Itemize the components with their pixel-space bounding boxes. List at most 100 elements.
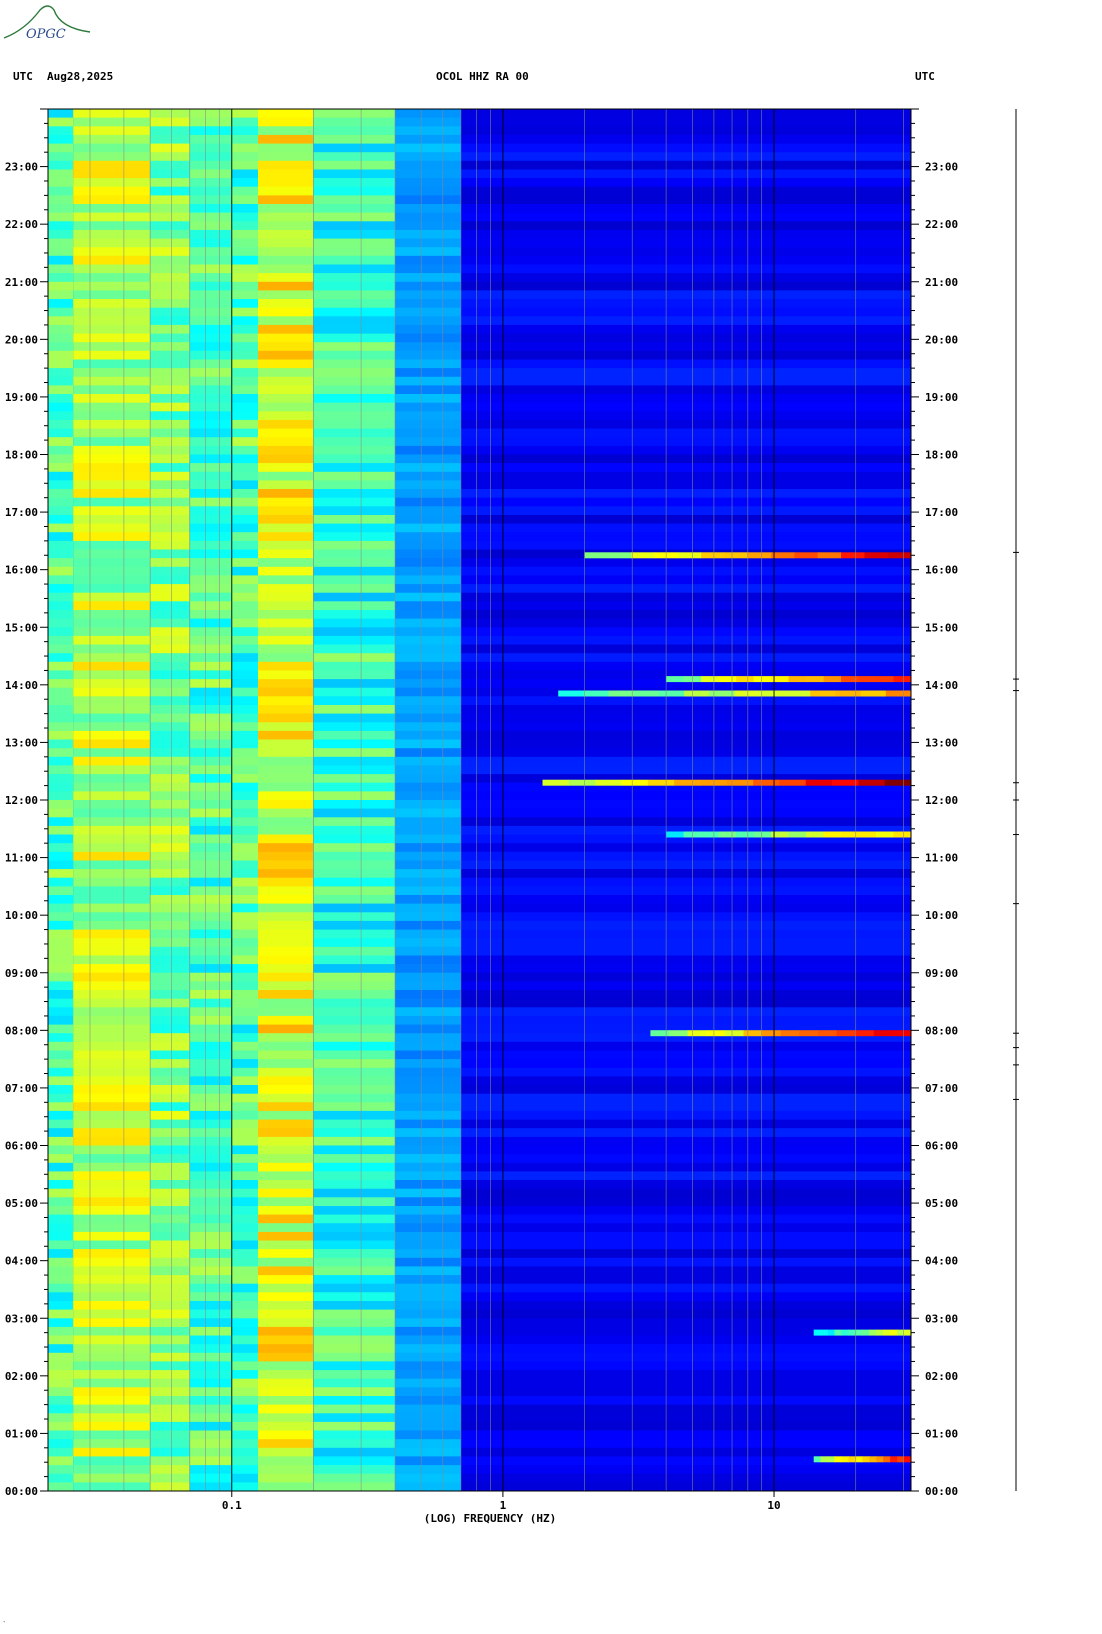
band-cell <box>460 601 911 611</box>
band-cell <box>231 1249 259 1259</box>
band-cell <box>460 618 911 628</box>
band-cell <box>189 877 232 887</box>
band-cell <box>150 972 190 982</box>
band-cell <box>150 860 190 870</box>
band-cell <box>460 765 911 775</box>
band-cell <box>460 247 911 257</box>
band-cell <box>189 1249 232 1259</box>
band-cell <box>460 1473 911 1483</box>
band-cell <box>48 229 74 239</box>
band-cell <box>313 1206 395 1216</box>
band-cell <box>395 765 461 775</box>
band-cell <box>460 1214 911 1224</box>
band-cell <box>258 610 314 620</box>
band-cell <box>395 808 461 818</box>
band-cell <box>231 627 259 637</box>
band-cell <box>460 1128 911 1138</box>
band-cell <box>460 1421 911 1431</box>
band-cell <box>189 454 232 464</box>
band-cell <box>313 1378 395 1388</box>
band-cell <box>231 877 259 887</box>
band-cell <box>73 281 151 291</box>
band-cell <box>313 445 395 455</box>
band-cell <box>189 342 232 352</box>
band-cell <box>460 1301 911 1311</box>
band-cell <box>73 1110 151 1120</box>
band-cell <box>48 1223 74 1233</box>
band-cell <box>258 1378 314 1388</box>
band-cell <box>73 204 151 214</box>
band-cell <box>73 782 151 792</box>
band-cell <box>460 705 911 715</box>
band-cell <box>48 670 74 680</box>
right-time-label: 00:00 <box>925 1485 958 1498</box>
band-cell <box>189 825 232 835</box>
band-cell <box>258 394 314 404</box>
band-cell <box>48 584 74 594</box>
band-cell <box>395 661 461 671</box>
band-cell <box>231 1128 259 1138</box>
band-cell <box>258 886 314 896</box>
band-cell <box>231 670 259 680</box>
band-cell <box>258 679 314 689</box>
band-cell <box>313 126 395 136</box>
band-cell <box>313 1396 395 1406</box>
band-cell <box>231 1482 259 1492</box>
band-cell <box>231 800 259 810</box>
band-cell <box>231 169 259 179</box>
event-mark <box>771 676 790 683</box>
band-cell <box>313 981 395 991</box>
band-cell <box>313 117 395 127</box>
band-cell <box>231 1050 259 1060</box>
band-cell <box>231 290 259 300</box>
band-cell <box>395 523 461 533</box>
band-cell <box>73 1378 151 1388</box>
band-cell <box>73 722 151 732</box>
band-cell <box>150 705 190 715</box>
band-cell <box>395 756 461 766</box>
band-cell <box>48 1059 74 1069</box>
band-cell <box>48 523 74 533</box>
spectrogram-plot-area <box>48 109 912 1492</box>
band-cell <box>460 212 911 222</box>
band-cell <box>48 134 74 144</box>
band-cell <box>395 238 461 248</box>
band-cell <box>460 1067 911 1077</box>
band-cell <box>231 229 259 239</box>
band-cell <box>231 204 259 214</box>
event-mark <box>706 1030 726 1037</box>
band-cell <box>460 1413 911 1423</box>
band-cell <box>258 445 314 455</box>
right-time-label: 19:00 <box>925 391 958 404</box>
band-cell <box>313 359 395 369</box>
right-time-label: 04:00 <box>925 1255 958 1268</box>
band-cell <box>73 739 151 749</box>
band-cell <box>313 990 395 1000</box>
band-cell <box>150 359 190 369</box>
band-cell <box>150 765 190 775</box>
band-cell <box>258 782 314 792</box>
band-cell <box>258 1231 314 1241</box>
band-cell <box>313 143 395 153</box>
band-cell <box>189 1283 232 1293</box>
event-mark <box>860 690 887 697</box>
band-cell <box>313 411 395 421</box>
band-cell <box>231 584 259 594</box>
band-cell <box>231 1318 259 1328</box>
band-cell <box>48 126 74 136</box>
band-cell <box>73 851 151 861</box>
band-cell <box>231 895 259 905</box>
band-cell <box>189 748 232 758</box>
band-cell <box>48 540 74 550</box>
event-mark <box>813 1329 822 1336</box>
band-cell <box>395 1197 461 1207</box>
band-cell <box>231 1076 259 1086</box>
band-cell <box>150 1059 190 1069</box>
band-cell <box>231 1439 259 1449</box>
band-cell <box>313 566 395 576</box>
band-cell <box>73 895 151 905</box>
band-cell <box>73 497 151 507</box>
band-cell <box>48 756 74 766</box>
band-cell <box>313 592 395 602</box>
band-cell <box>189 998 232 1008</box>
